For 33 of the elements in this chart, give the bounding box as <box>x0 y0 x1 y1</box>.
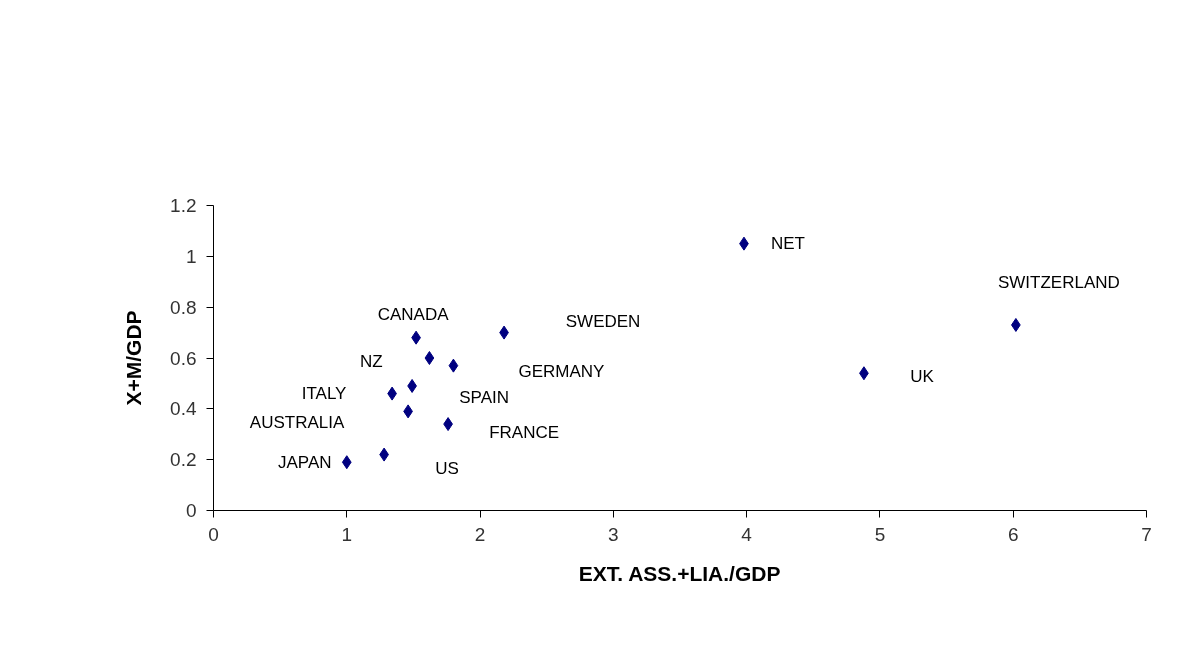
x-tick-label: 5 <box>874 523 886 545</box>
point <box>448 358 459 373</box>
annotation: UK <box>910 366 935 386</box>
y-tick-label: 0.2 <box>170 449 197 471</box>
annotation: JAPAN <box>278 452 332 472</box>
x-tick-label: 4 <box>741 523 753 545</box>
y-tick-label: 1 <box>185 245 197 267</box>
y-tick-label: 0.8 <box>170 296 197 318</box>
y-tick-label: 1.2 <box>170 195 197 216</box>
point <box>341 455 352 470</box>
annotation: GERMANY <box>518 362 605 382</box>
x-tick-label: 0 <box>208 523 219 545</box>
annotation: NET <box>770 234 805 254</box>
annotation: NZ <box>360 351 383 371</box>
annotation: ITALY <box>301 384 347 404</box>
x-axis-title: EXT. ASS.+LIA./GDP <box>578 561 781 585</box>
annotation: SPAIN <box>459 388 509 408</box>
point <box>424 351 435 365</box>
x-tick-label: 3 <box>608 523 619 545</box>
annotation: SWEDEN <box>565 312 641 332</box>
x-tick-label: 7 <box>1141 523 1152 545</box>
y-axis-title: X+M/GDP <box>122 310 146 406</box>
y-tick-label: 0.4 <box>170 398 197 420</box>
y-tick-label: 0 <box>185 500 197 521</box>
annotation: US <box>435 459 459 479</box>
x-tick-label: 2 <box>474 523 486 545</box>
annotation: SWITZERLAND <box>997 273 1120 293</box>
x-tick-label: 1 <box>341 523 353 545</box>
annotation: AUSTRALIA <box>249 412 345 432</box>
x-tick-label: 6 <box>1007 523 1019 545</box>
annotation: CANADA <box>377 305 450 325</box>
annotation: FRANCE <box>489 422 560 442</box>
y-tick-label: 0.6 <box>170 347 197 369</box>
